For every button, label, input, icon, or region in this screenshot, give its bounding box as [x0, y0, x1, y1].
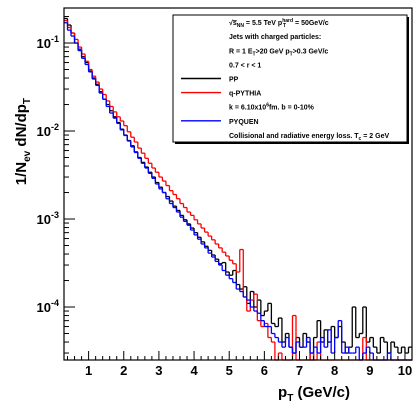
legend-subscript: T	[283, 23, 286, 29]
legend-sqrt: √	[229, 19, 233, 27]
y-tick-base: 10	[37, 124, 51, 139]
legend-text-part: Collisional and radiative energy loss. T	[229, 133, 359, 140]
x-tick-label: 9	[366, 363, 373, 378]
legend-header-line: 0.7 < r < 1	[229, 62, 261, 69]
x-axis-title-subscript: T	[287, 393, 293, 404]
x-tick-label: 7	[296, 363, 303, 378]
y-axis-title: 1/Nev dN/dpT	[13, 98, 33, 185]
x-tick-label: 5	[226, 363, 233, 378]
x-tick-label: 4	[190, 363, 198, 378]
legend-entry-label: PYQUEN	[229, 119, 259, 126]
legend-superscript: hard	[282, 18, 293, 24]
y-axis-title-part: 1/N	[13, 162, 30, 185]
plot-frame	[63, 7, 413, 361]
legend-header-line: Jets with charged particles:	[229, 34, 321, 41]
legend-header-line: R = 1 ET>20 GeV pT>0.3 GeV/c	[229, 48, 328, 57]
legend-entry-label: k = 6.10x106fm. b = 0-10%	[229, 103, 315, 112]
x-axis-title-main: p	[278, 384, 287, 401]
x-tick-label: 1	[85, 363, 92, 378]
legend-text-part: 0.7 < r < 1	[229, 62, 261, 69]
x-tick-label: 2	[120, 363, 127, 378]
y-axis-title-part: dN/dp	[13, 104, 30, 151]
legend-text-part: >0.3 GeV/c	[293, 48, 329, 55]
y-tick-base: 10	[37, 300, 51, 315]
legend-subscript: T	[253, 51, 256, 57]
y-tick-base: 10	[37, 212, 51, 227]
x-axis-title: pT (GeV/c)	[278, 384, 350, 404]
y-axis-title-subscript: ev	[22, 150, 33, 162]
legend-entry-label: q-PYTHIA	[229, 91, 261, 98]
y-tick-exponent: -1	[51, 34, 59, 44]
legend-text-part: PYQUEN	[229, 119, 259, 126]
y-tick-exponent: -2	[51, 122, 59, 132]
legend-subscript: NN	[237, 23, 245, 29]
x-tick-label: 3	[155, 363, 162, 378]
legend-text-part: = 50GeV/c	[293, 20, 329, 27]
legend-text-part: R = 1 E	[229, 48, 253, 55]
x-axis-title-unit: (GeV/c)	[293, 384, 350, 401]
legend-text-part: = 5.5 TeV p	[244, 20, 282, 27]
legend-text-part: Jets with charged particles:	[229, 34, 321, 41]
legend-text-part: q-PYTHIA	[229, 91, 261, 98]
legend-entry-label: PP	[229, 77, 239, 84]
legend-text-part: >20 GeV p	[256, 48, 290, 55]
series-pyquen	[64, 22, 412, 361]
series-layer	[64, 17, 412, 361]
y-tick-exponent: -4	[51, 298, 59, 308]
legend-subscript: T	[290, 51, 293, 57]
legend-text-part: = 2 GeV	[361, 133, 389, 140]
x-tick-label: 8	[331, 363, 338, 378]
y-tick-label: 10-3	[37, 210, 59, 227]
legend-text-part: fm. b = 0-10%	[269, 105, 315, 112]
x-tick-label: 10	[398, 363, 412, 378]
legend-header-line: √sNN = 5.5 TeV phard T = 50GeV/c	[229, 18, 329, 29]
y-tick-label: 10-4	[37, 298, 59, 315]
legend-text-part: PP	[229, 77, 239, 84]
y-tick-base: 10	[37, 36, 51, 51]
y-tick-exponent: -3	[51, 210, 59, 220]
legend-text-part: s	[233, 20, 237, 27]
y-axis-title-subscript: T	[22, 98, 33, 104]
legend-text-part: k = 6.10x10	[229, 105, 266, 112]
x-tick-label: 6	[261, 363, 268, 378]
legend-superscript: 6	[266, 103, 269, 109]
y-tick-label: 10-1	[37, 34, 59, 51]
legend-subscript: c	[359, 136, 362, 142]
legend-entry-label: Collisional and radiative energy loss. T…	[229, 133, 389, 142]
y-tick-label: 10-2	[37, 122, 59, 139]
